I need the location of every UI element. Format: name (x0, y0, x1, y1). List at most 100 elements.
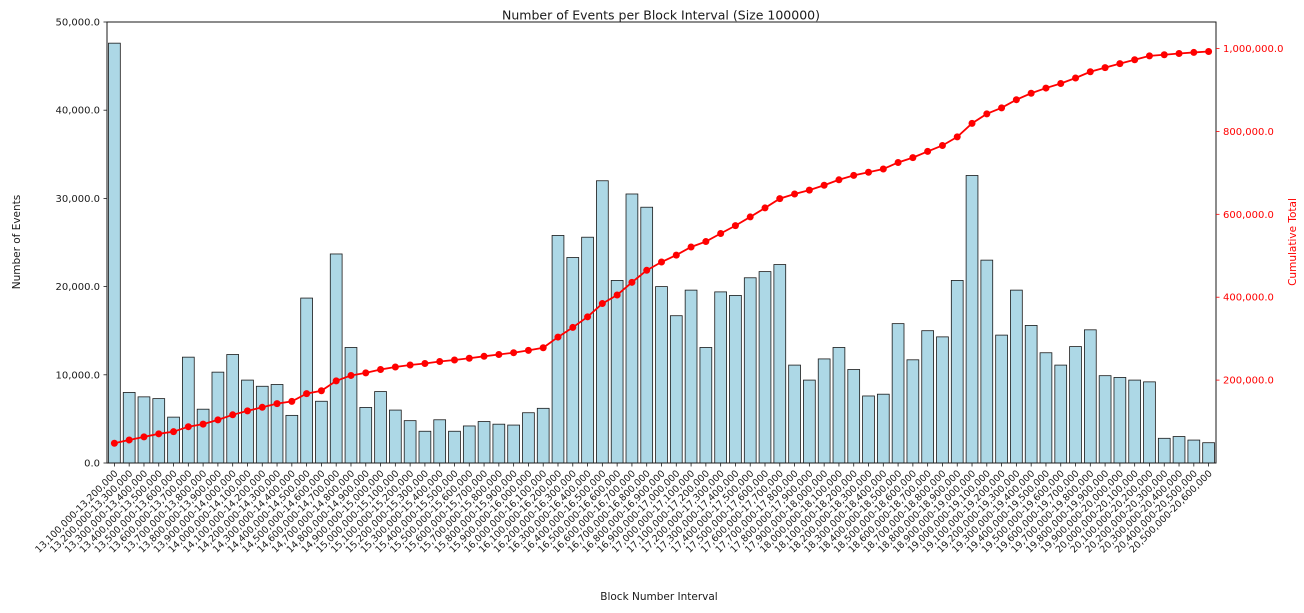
cumulative-point (554, 333, 562, 341)
bar (255, 385, 269, 464)
bar (1128, 379, 1141, 464)
cumulative-point (1042, 84, 1050, 92)
bar (492, 423, 506, 464)
x-axis-label: Block Number Interval (600, 591, 718, 603)
bar (847, 369, 861, 464)
cumulative-point (613, 291, 621, 299)
cumulative-point (584, 313, 592, 321)
cumulative-point (983, 110, 991, 118)
cumulative-point (717, 230, 725, 238)
bar (699, 347, 713, 464)
bar (743, 277, 757, 464)
bar (788, 364, 801, 464)
cumulative-point (199, 420, 207, 428)
y-axis-label-right: Cumulative Total (1287, 198, 1299, 286)
cumulative-point (672, 251, 680, 259)
bar (315, 400, 328, 464)
bar (1098, 375, 1112, 464)
cumulative-point (184, 423, 192, 431)
cumulative-point (288, 397, 296, 405)
cumulative-point (1205, 47, 1213, 55)
bar (137, 396, 151, 464)
cumulative-point (850, 171, 858, 179)
cumulative-point (332, 377, 340, 385)
cumulative-point (791, 190, 799, 198)
bar (1187, 439, 1201, 464)
bar (803, 379, 816, 464)
bar (522, 412, 535, 464)
y-axis-label-left: Number of Events (11, 194, 23, 290)
bar (167, 416, 180, 464)
cumulative-point (598, 300, 606, 308)
bar (862, 395, 875, 464)
bar (640, 206, 654, 464)
y-tick-label-right: 1,000,000.0 (1223, 44, 1283, 55)
cumulative-point (362, 369, 370, 377)
y-tick-label-right: 200,000.0 (1223, 376, 1274, 387)
bar (182, 356, 195, 464)
cumulative-point (805, 186, 813, 194)
bar (729, 295, 742, 464)
cumulative-point (879, 165, 887, 173)
bar (995, 334, 1008, 464)
bar (832, 347, 846, 464)
cumulative-point (938, 141, 946, 149)
bar (507, 424, 520, 464)
bar (773, 264, 787, 464)
cumulative-point (761, 204, 769, 212)
bar (122, 392, 136, 464)
cumulative-point (776, 195, 784, 203)
bar (906, 359, 920, 464)
bar (1024, 325, 1038, 464)
bar (581, 236, 594, 464)
cumulative-point (1131, 56, 1139, 64)
cumulative-point (1160, 51, 1168, 59)
y-tick-label-right: 800,000.0 (1223, 127, 1274, 138)
cumulative-point (924, 147, 932, 155)
cumulative-point (569, 323, 577, 331)
cumulative-point (746, 213, 754, 221)
cumulative-point (140, 433, 148, 441)
bar (329, 253, 343, 464)
cumulative-point (110, 439, 118, 447)
cumulative-point (1027, 89, 1035, 97)
bar (196, 408, 210, 464)
cumulative-point (170, 428, 178, 436)
bar (1172, 436, 1186, 464)
bar (403, 420, 417, 464)
cumulative-point (1057, 79, 1065, 87)
cumulative-point (702, 238, 710, 246)
bar (714, 291, 727, 464)
bar (950, 280, 964, 464)
y-tick-label-left: 30,000.0 (55, 194, 100, 205)
bar (625, 193, 639, 464)
bar (448, 430, 461, 464)
y-tick-label-left: 20,000.0 (55, 282, 100, 293)
bar (684, 289, 698, 464)
cumulative-point (125, 436, 133, 444)
bar (817, 358, 831, 464)
bar (536, 407, 550, 464)
y-tick-label-right: 600,000.0 (1223, 210, 1274, 221)
bar (936, 336, 949, 464)
cumulative-point (1012, 96, 1020, 104)
cumulative-point (229, 411, 237, 419)
bar (1010, 289, 1023, 464)
bar (270, 384, 284, 464)
cumulative-point (998, 104, 1006, 112)
bar (610, 280, 624, 464)
y-tick-label-left: 10,000.0 (55, 370, 100, 381)
cumulative-point (1145, 52, 1153, 60)
cumulative-point (894, 158, 902, 166)
bar (1157, 437, 1171, 464)
bar (758, 271, 772, 464)
cumulative-point (450, 356, 458, 364)
cumulative-point (391, 363, 399, 371)
cumulative-point (835, 176, 843, 184)
bar (389, 409, 402, 464)
cumulative-point (495, 350, 503, 358)
bar (359, 407, 373, 464)
bar (596, 180, 609, 464)
cumulative-point (1190, 48, 1198, 56)
